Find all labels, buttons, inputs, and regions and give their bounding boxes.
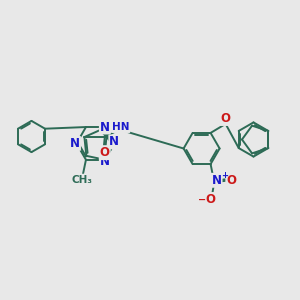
Text: CH₃: CH₃ — [71, 175, 92, 184]
Text: N: N — [100, 121, 110, 134]
Text: O: O — [205, 193, 215, 206]
Text: N: N — [70, 137, 80, 150]
Text: N: N — [212, 174, 222, 187]
Text: O: O — [226, 174, 236, 187]
Text: O: O — [220, 112, 231, 125]
Text: HN: HN — [112, 122, 129, 132]
Text: +: + — [221, 171, 228, 180]
Text: N: N — [109, 135, 119, 148]
Text: −: − — [198, 194, 206, 205]
Text: N: N — [100, 155, 110, 168]
Text: O: O — [100, 146, 110, 159]
